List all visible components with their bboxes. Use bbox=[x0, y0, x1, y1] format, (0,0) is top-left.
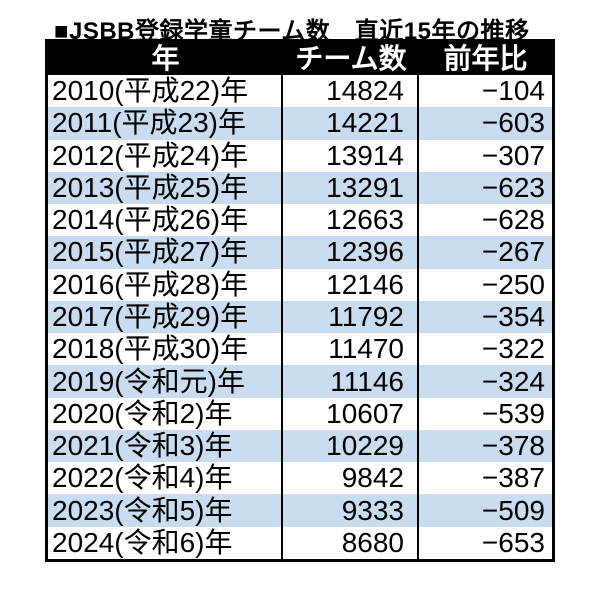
team-count-table: 年 チーム数 前年比 2010(平成22)年 14824 −104 2011(平成23… bbox=[45, 39, 555, 562]
year-cell: 2011(平成23)年 bbox=[48, 107, 283, 140]
yoy-change-cell: −354 bbox=[481, 302, 545, 331]
team-count-cell: 13291 bbox=[283, 171, 419, 205]
team-count-cell: 10229 bbox=[283, 429, 419, 463]
yoy-change-cell: −267 bbox=[481, 238, 545, 267]
table-row: 2023(令和5)年 9333 −509 bbox=[48, 494, 552, 527]
year-cell: 2014(平成26)年 bbox=[48, 204, 283, 237]
team-count-cell: 14221 bbox=[283, 107, 419, 140]
table-row: 2019(令和元)年 11146 −324 bbox=[48, 365, 552, 398]
yoy-change-cell: −628 bbox=[481, 206, 545, 235]
team-count-cell: 10607 bbox=[283, 397, 419, 430]
yoy-change-cell: −307 bbox=[481, 141, 545, 170]
table-row: 2013(平成25)年 13291 −623 bbox=[48, 171, 552, 205]
table-row: 2010(平成22)年 14824 −104 bbox=[48, 75, 552, 108]
team-count-cell: 11792 bbox=[283, 300, 419, 334]
yoy-change-cell: −250 bbox=[481, 270, 545, 299]
team-count-cell: 8680 bbox=[283, 526, 419, 559]
team-count-cell: 14824 bbox=[283, 75, 419, 108]
team-count-cell: 11470 bbox=[283, 333, 419, 366]
year-cell: 2022(令和4)年 bbox=[48, 462, 283, 495]
yoy-change-cell: −387 bbox=[481, 464, 545, 493]
team-count-cell: 9333 bbox=[283, 494, 419, 527]
team-count-cell: 12396 bbox=[283, 236, 419, 269]
table-row: 2018(平成30)年 11470 −322 bbox=[48, 333, 552, 366]
yoy-change-cell: −603 bbox=[481, 109, 545, 138]
yoy-change-cell: −653 bbox=[481, 528, 545, 557]
header-yoy-change: 前年比 bbox=[443, 43, 528, 74]
team-count-cell: 13914 bbox=[283, 139, 419, 172]
team-count-cell: 12146 bbox=[283, 268, 419, 301]
yoy-change-cell: −324 bbox=[481, 367, 545, 396]
header-team-count: チーム数 bbox=[295, 43, 407, 74]
table-row: 2022(令和4)年 9842 −387 bbox=[48, 462, 552, 495]
table-row: 2011(平成23)年 14221 −603 bbox=[48, 107, 552, 140]
year-cell: 2013(平成25)年 bbox=[48, 171, 283, 205]
table-row: 2020(令和2)年 10607 −539 bbox=[48, 397, 552, 430]
year-cell: 2024(令和6)年 bbox=[48, 526, 283, 559]
table-body: 2010(平成22)年 14824 −104 2011(平成23)年 14221 −603… bbox=[48, 75, 552, 559]
team-count-cell: 11146 bbox=[283, 365, 419, 398]
table-row: 2017(平成29)年 11792 −354 bbox=[48, 300, 552, 334]
table-row: 2024(令和6)年 8680 −653 bbox=[48, 526, 552, 559]
table-row: 2021(令和3)年 10229 −378 bbox=[48, 429, 552, 463]
table-header-row: 年 チーム数 前年比 bbox=[48, 42, 552, 75]
yoy-change-cell: −378 bbox=[481, 432, 545, 461]
year-cell: 2015(平成27)年 bbox=[48, 236, 283, 269]
yoy-change-cell: −539 bbox=[481, 399, 545, 428]
yoy-change-cell: −104 bbox=[481, 77, 545, 106]
year-cell: 2021(令和3)年 bbox=[48, 429, 283, 463]
table-row: 2015(平成27)年 12396 −267 bbox=[48, 236, 552, 269]
yoy-change-cell: −509 bbox=[481, 496, 545, 525]
team-count-cell: 12663 bbox=[283, 204, 419, 237]
table-row: 2016(平成28)年 12146 −250 bbox=[48, 268, 552, 301]
year-cell: 2010(平成22)年 bbox=[48, 75, 283, 108]
team-count-cell: 9842 bbox=[283, 462, 419, 495]
year-cell: 2017(平成29)年 bbox=[48, 300, 283, 334]
year-cell: 2018(平成30)年 bbox=[48, 333, 283, 366]
year-cell: 2012(平成24)年 bbox=[48, 139, 283, 172]
table-row: 2014(平成26)年 12663 −628 bbox=[48, 204, 552, 237]
year-cell: 2016(平成28)年 bbox=[48, 268, 283, 301]
table-row: 2012(平成24)年 13914 −307 bbox=[48, 139, 552, 172]
yoy-change-cell: −322 bbox=[481, 335, 545, 364]
year-cell: 2020(令和2)年 bbox=[48, 397, 283, 430]
year-cell: 2023(令和5)年 bbox=[48, 494, 283, 527]
header-year: 年 bbox=[151, 43, 180, 74]
year-cell: 2019(令和元)年 bbox=[48, 365, 283, 398]
yoy-change-cell: −623 bbox=[481, 173, 545, 202]
